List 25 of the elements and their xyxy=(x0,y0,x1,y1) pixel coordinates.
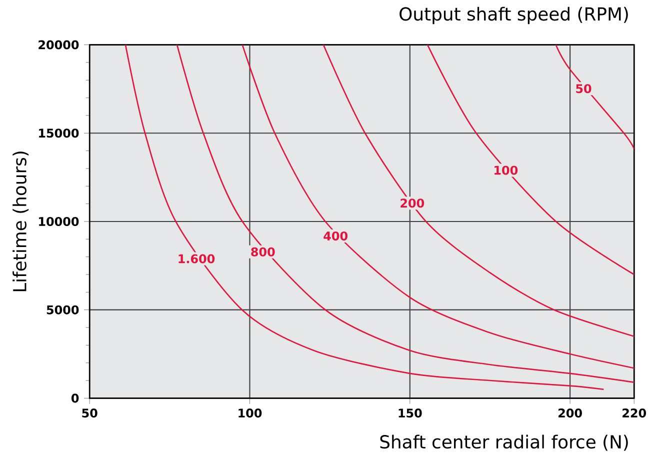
line-series xyxy=(124,44,604,390)
chart-title: Output shaft speed (RPM) xyxy=(400,6,628,24)
y-tick-label: 10000 xyxy=(39,217,79,226)
annotation: 100 xyxy=(494,166,518,175)
line-series xyxy=(322,44,634,338)
x-tick-label: 100 xyxy=(238,408,262,418)
annotation: 400 xyxy=(324,232,348,241)
x-axis-title: Shaft center radial force (N) xyxy=(380,434,628,451)
x-tick-label: 150 xyxy=(398,408,422,418)
annotation: 1.600 xyxy=(178,254,215,264)
line-series xyxy=(176,44,634,384)
line-series xyxy=(242,44,634,369)
y-axis-title: Lifetime (hours) xyxy=(12,152,29,292)
y-tick-label: 15000 xyxy=(39,128,79,138)
annotation: 50 xyxy=(576,84,592,94)
y-tick-label: 20000 xyxy=(38,40,79,50)
annotation: 800 xyxy=(251,247,275,256)
line-series xyxy=(426,44,634,276)
x-tick-label: 50 xyxy=(82,408,98,418)
y-tick-label: 0 xyxy=(71,394,79,403)
x-tick-label: 200 xyxy=(558,408,582,418)
line-series xyxy=(555,44,634,150)
annotation: 200 xyxy=(400,198,424,208)
x-tick-label: 220 xyxy=(622,408,646,418)
y-tick-label: 5000 xyxy=(46,305,79,314)
